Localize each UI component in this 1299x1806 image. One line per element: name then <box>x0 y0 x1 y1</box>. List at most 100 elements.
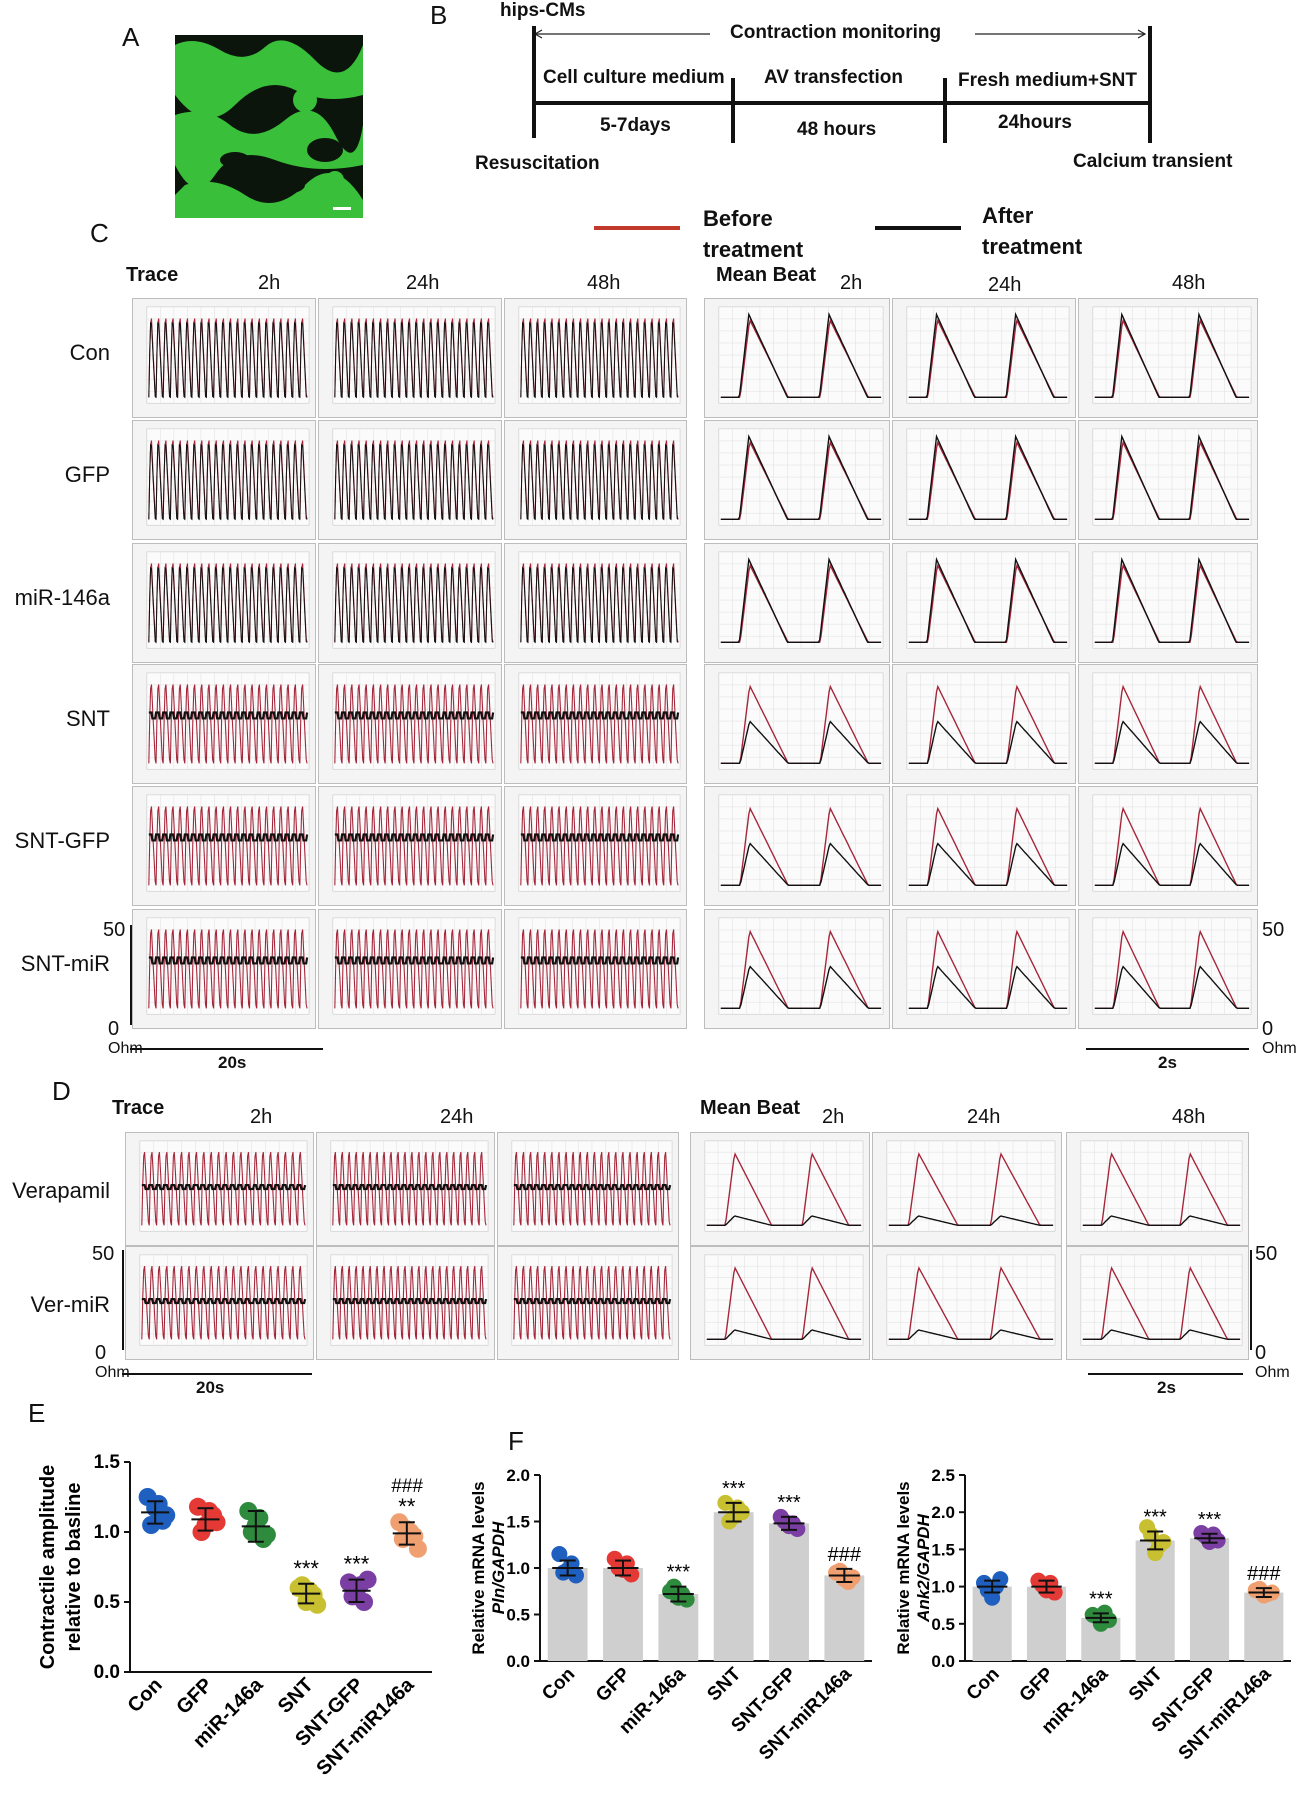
chart-f-ank2: 0.0 0.5 1.0 1.5 2.0 2.5 Relative mRNA levels An… <box>894 1466 1291 1764</box>
y-tick-label: 1.5 <box>931 1540 955 1559</box>
c-trace-cell <box>318 543 502 663</box>
panel-label-d: D <box>52 1076 71 1106</box>
d-unit-left: Ohm <box>95 1364 130 1381</box>
panel-label-f: F <box>508 1426 524 1456</box>
c-mean-cell <box>1078 298 1258 418</box>
d-scale-bottom-left: 0 <box>95 1342 107 1364</box>
c-row-label-2: miR-146a <box>14 585 110 610</box>
c-time-bar-left <box>130 1048 323 1050</box>
c-trace-time-2h: 2h <box>258 272 281 294</box>
significance-label: *** <box>777 1492 801 1514</box>
c-scale-bar-left <box>130 925 132 1025</box>
d-unit-right: Ohm <box>1255 1364 1290 1381</box>
d-scale-top-left: 50 <box>92 1243 115 1265</box>
bar <box>1244 1592 1284 1661</box>
c-trace-cell <box>504 786 687 906</box>
c-trace-cell <box>132 543 316 663</box>
d-row-label-0: Verapamil <box>12 1178 110 1203</box>
c-scale-top-right: 50 <box>1262 919 1285 941</box>
fluorescence-image <box>175 35 363 218</box>
y-tick-label: 1.5 <box>94 1452 121 1473</box>
duration-label-3: 24hours <box>998 112 1072 133</box>
data-point <box>408 1539 427 1558</box>
d-mean-time-48h: 48h <box>1172 1106 1206 1128</box>
d-mean-time-24h: 24h <box>967 1106 1001 1128</box>
legend-after-swatch <box>875 226 961 230</box>
c-trace-cell <box>318 786 502 906</box>
c-mean-cell <box>1078 543 1258 663</box>
d-trace-title: Trace <box>112 1097 165 1119</box>
data-point <box>142 1516 161 1534</box>
d-scale-bar-right <box>1250 1250 1252 1350</box>
significance-label: *** <box>1143 1507 1167 1529</box>
y-axis-label-2: relative to basline <box>63 1483 85 1652</box>
data-point <box>551 1546 568 1563</box>
y-tick-label: 0.5 <box>931 1615 955 1634</box>
c-mean-cell <box>704 420 890 540</box>
d-mean-cell <box>1066 1246 1249 1360</box>
d-row-label-1: Ver-miR <box>30 1292 110 1317</box>
y-tick-label: 1.0 <box>506 1559 530 1578</box>
c-mean-cell <box>892 420 1076 540</box>
significance-label-2: ### <box>391 1476 423 1497</box>
y-axis-label-2: Ank2/GAPDH <box>914 1513 933 1622</box>
d-mean-cell <box>872 1132 1062 1246</box>
data-point <box>358 1570 377 1589</box>
c-trace-cell <box>132 420 316 540</box>
c-time-label-right: 2s <box>1158 1053 1177 1072</box>
x-tick-label: GFP <box>172 1674 217 1719</box>
legend-before-swatch <box>594 226 680 230</box>
c-row-label-4: SNT-GFP <box>14 828 110 853</box>
x-tick-label: GFP <box>1016 1663 1059 1706</box>
data-point <box>1042 1574 1059 1591</box>
y-tick-label: 2.5 <box>931 1466 955 1485</box>
c-trace-cell <box>318 909 502 1029</box>
timeline-monitor-label: Contraction monitoring <box>730 22 942 43</box>
c-trace-time-24h: 24h <box>406 272 440 294</box>
c-trace-cell <box>132 909 316 1029</box>
d-trace-cell <box>316 1132 495 1246</box>
c-trace-cell <box>318 298 502 418</box>
d-mean-cell <box>690 1246 870 1360</box>
y-tick-label: 0.0 <box>506 1652 530 1671</box>
c-mean-cell <box>892 786 1076 906</box>
d-mean-time-2h: 2h <box>822 1106 845 1128</box>
panel-label-e: E <box>28 1398 46 1428</box>
x-tick-label: SNT <box>1125 1663 1167 1705</box>
end-event-label: Calcium transient <box>1073 151 1233 172</box>
bar <box>713 1512 754 1661</box>
c-trace-cell <box>504 420 687 540</box>
significance-label: *** <box>667 1562 691 1584</box>
bar <box>1026 1586 1067 1661</box>
c-mean-title: Mean Beat <box>716 264 817 286</box>
c-trace-cell <box>132 298 316 418</box>
bar <box>547 1568 588 1661</box>
c-mean-time-2h: 2h <box>840 272 863 294</box>
y-tick-label: 0.0 <box>931 1652 955 1671</box>
y-tick-label: 1.0 <box>94 1522 120 1543</box>
c-trace-cell <box>132 664 316 784</box>
significance-label: *** <box>1198 1509 1222 1531</box>
d-trace-cell <box>316 1246 495 1360</box>
c-trace-cell <box>504 664 687 784</box>
y-axis-label: Contractile amplitude <box>37 1465 59 1669</box>
c-mean-time-48h: 48h <box>1172 272 1206 294</box>
significance-label: *** <box>1089 1588 1113 1610</box>
c-scale-top-left: 50 <box>103 919 126 941</box>
x-tick-label: Con <box>963 1664 1004 1705</box>
significance-label: *** <box>293 1556 319 1581</box>
c-mean-cell <box>704 909 890 1029</box>
c-mean-cell <box>704 664 890 784</box>
y-axis-label: Relative mRNA levels <box>894 1481 913 1654</box>
y-axis-label: Relative mRNA levels <box>469 1481 488 1654</box>
c-mean-cell <box>892 543 1076 663</box>
stage-label-1: Cell culture medium <box>543 67 725 88</box>
y-tick-label: 1.0 <box>931 1578 955 1597</box>
d-time-label-right: 2s <box>1157 1378 1176 1397</box>
c-row-label-5: SNT-miR <box>20 951 110 976</box>
d-scale-bar-left <box>122 1250 124 1350</box>
c-mean-cell <box>892 909 1076 1029</box>
d-mean-cell <box>1066 1132 1249 1246</box>
c-mean-cell <box>892 664 1076 784</box>
panel-label-a: A <box>122 22 140 52</box>
